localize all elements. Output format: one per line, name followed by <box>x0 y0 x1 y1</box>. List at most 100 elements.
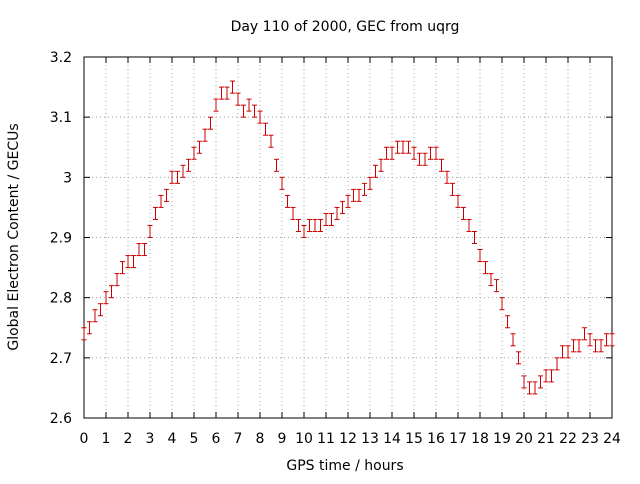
data-point <box>120 261 125 275</box>
data-point <box>312 218 318 232</box>
data-point <box>571 339 576 353</box>
x-tick-label: 6 <box>212 431 221 447</box>
data-point <box>213 98 219 112</box>
x-tick-label: 20 <box>515 431 533 447</box>
x-tick-label: 7 <box>234 431 243 447</box>
data-point <box>538 375 543 389</box>
data-point <box>455 194 461 208</box>
y-tick-labels: 2.6 2.7 2.8 2.9 3 3.1 3.2 <box>50 50 72 427</box>
data-point <box>400 140 406 154</box>
data-point <box>334 206 340 220</box>
data-point <box>505 315 510 329</box>
data-point <box>180 164 186 178</box>
x-tick-label: 22 <box>559 431 577 447</box>
x-tick-label: 0 <box>80 431 89 447</box>
data-point <box>224 86 230 100</box>
data-point <box>175 170 180 184</box>
data-point <box>279 176 285 190</box>
data-point <box>323 212 329 226</box>
x-tick-label: 3 <box>146 431 155 447</box>
data-point <box>125 255 131 269</box>
data-point <box>202 128 208 142</box>
x-tick-label: 17 <box>449 431 467 447</box>
data-point <box>109 285 114 299</box>
x-tick-label: 9 <box>278 431 287 447</box>
x-tick-label: 12 <box>339 431 357 447</box>
data-point <box>81 327 87 341</box>
data-point <box>103 291 109 305</box>
x-tick-label: 18 <box>471 431 489 447</box>
y-tick-label: 3.2 <box>50 50 72 66</box>
data-point <box>516 351 521 365</box>
data-point <box>345 194 351 208</box>
data-point <box>362 182 367 196</box>
data-point <box>422 152 428 166</box>
data-point <box>219 86 224 100</box>
x-tick-label: 15 <box>405 431 423 447</box>
data-point <box>142 243 147 257</box>
data-point <box>543 369 549 383</box>
data-point <box>153 206 158 220</box>
data-point <box>521 375 527 389</box>
data-point <box>87 321 92 335</box>
y-tick-label: 3 <box>63 170 72 186</box>
data-point <box>598 339 604 353</box>
data-point <box>406 140 411 154</box>
data-point <box>329 212 334 226</box>
data-point <box>186 158 191 172</box>
data-point <box>208 116 213 130</box>
data-point <box>494 279 499 293</box>
x-tick-label: 4 <box>168 431 177 447</box>
data-point <box>587 333 593 347</box>
data-point <box>604 333 609 347</box>
axis-ticks <box>83 56 613 419</box>
data-point <box>197 140 202 154</box>
data-point <box>384 146 389 160</box>
data-point <box>274 158 279 172</box>
data-point <box>560 345 565 359</box>
data-point <box>268 134 274 148</box>
data-point <box>576 339 582 353</box>
data-point <box>411 146 417 160</box>
data-point <box>252 104 257 118</box>
x-tick-label: 19 <box>493 431 511 447</box>
chart-title: Day 110 of 2000, GEC from uqrg <box>231 19 460 35</box>
data-point <box>582 327 587 341</box>
data-point <box>450 182 455 196</box>
data-point <box>395 140 400 154</box>
data-point <box>367 176 373 190</box>
data-point <box>136 243 142 257</box>
data-point <box>433 146 439 160</box>
data-point <box>296 218 301 232</box>
x-tick-label: 16 <box>427 431 445 447</box>
data-point <box>549 369 554 383</box>
data-point <box>285 194 290 208</box>
x-tick-label: 5 <box>190 431 199 447</box>
data-point <box>593 339 598 353</box>
y-tick-label: 2.7 <box>50 351 72 367</box>
data-point <box>554 357 560 371</box>
data-point <box>98 303 103 317</box>
x-tick-label: 1 <box>102 431 111 447</box>
data-point <box>301 224 307 238</box>
grid <box>84 57 612 418</box>
data-point <box>92 309 98 323</box>
data-point <box>318 218 323 232</box>
data-point <box>290 206 296 220</box>
x-tick-label: 11 <box>317 431 335 447</box>
x-tick-label: 14 <box>383 431 401 447</box>
data-point <box>257 110 263 124</box>
data-point <box>527 381 532 395</box>
x-tick-label: 2 <box>124 431 133 447</box>
y-tick-label: 2.6 <box>50 411 72 427</box>
data-point <box>417 152 422 166</box>
data-point <box>466 218 472 232</box>
data-point <box>114 273 120 287</box>
y-tick-label: 2.9 <box>50 231 72 247</box>
x-tick-label: 10 <box>295 431 313 447</box>
data-point <box>158 194 164 208</box>
data-point <box>389 146 395 160</box>
data-point <box>483 261 488 275</box>
